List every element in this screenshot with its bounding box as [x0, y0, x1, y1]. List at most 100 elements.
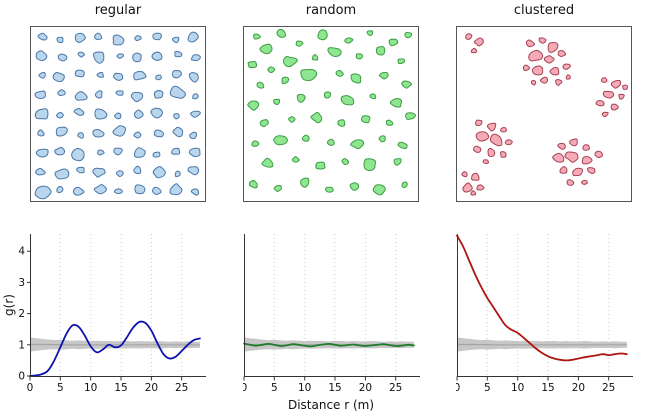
x-tick-label: 25 — [602, 382, 615, 394]
blob — [35, 148, 49, 158]
x-tick-label: 15 — [114, 382, 127, 394]
blob — [557, 50, 567, 57]
blob — [74, 91, 88, 101]
blob — [247, 100, 260, 111]
x-tick-label: 15 — [328, 382, 341, 394]
x-tick-label: 25 — [389, 382, 402, 394]
blob — [355, 53, 364, 60]
blob — [169, 85, 186, 99]
blob — [187, 31, 199, 43]
x-tick-label: 15 — [541, 382, 554, 394]
blob — [388, 38, 399, 47]
blob — [525, 39, 536, 48]
blob — [56, 112, 64, 119]
blob — [133, 147, 146, 158]
blob — [549, 66, 560, 76]
blob — [301, 134, 310, 142]
blob — [259, 119, 269, 128]
x-tick-label: 5 — [484, 382, 491, 394]
x-tick-label: 20 — [359, 382, 372, 394]
blob — [565, 74, 571, 80]
blob — [153, 90, 164, 99]
blob — [133, 70, 147, 81]
blob — [327, 47, 342, 58]
blob — [133, 165, 142, 175]
blob — [151, 186, 162, 195]
blob — [404, 31, 413, 39]
y-tick-label: 0 — [18, 371, 25, 383]
blob — [486, 122, 497, 132]
blob — [190, 110, 201, 118]
blob — [171, 69, 182, 79]
blob — [360, 115, 371, 124]
panel-title-clustered: clustered — [513, 3, 575, 18]
gr-plot-clustered: 0 5 10 15 20 25 — [456, 234, 633, 394]
blob — [587, 167, 596, 174]
blob — [465, 33, 473, 40]
blob — [564, 151, 579, 163]
blob — [539, 76, 549, 84]
blob — [152, 151, 161, 158]
blob — [115, 90, 124, 96]
blob — [600, 77, 608, 83]
blob — [376, 46, 386, 56]
blob — [259, 43, 273, 55]
blob — [188, 72, 199, 83]
blob — [77, 132, 84, 139]
x-tick-label: 10 — [298, 382, 311, 394]
blob — [378, 135, 386, 143]
blob — [366, 30, 374, 36]
blob — [610, 103, 619, 111]
x-tick-label: 5 — [271, 382, 278, 394]
blob — [113, 72, 124, 81]
blob — [276, 28, 286, 38]
blob — [52, 72, 65, 83]
pattern-border — [243, 26, 419, 202]
blob — [350, 73, 362, 84]
blob — [499, 151, 507, 158]
blob — [566, 179, 575, 186]
blob — [187, 166, 200, 176]
blob — [35, 50, 48, 62]
blob — [92, 129, 105, 138]
blob — [93, 51, 105, 64]
blob — [350, 139, 365, 150]
blob — [531, 65, 544, 76]
blob — [92, 167, 106, 178]
blob — [71, 148, 85, 162]
blob — [76, 166, 85, 174]
blob — [94, 90, 103, 99]
blob — [115, 170, 124, 177]
blob — [555, 79, 563, 86]
blob — [56, 36, 64, 44]
blob — [340, 95, 355, 106]
blob — [311, 54, 319, 61]
blob — [130, 91, 144, 103]
blob — [77, 51, 85, 58]
blob — [113, 112, 122, 120]
pattern-panel-regular — [30, 26, 206, 202]
blob — [543, 55, 555, 64]
blob — [335, 69, 344, 77]
y-tick-label: 4 — [18, 246, 25, 258]
blob — [595, 100, 605, 107]
blob — [38, 71, 46, 79]
blob — [155, 74, 162, 81]
g-curve — [29, 320, 201, 377]
x-tick-label: 20 — [145, 382, 158, 394]
panel-title-random: random — [305, 3, 357, 18]
blob — [572, 167, 584, 177]
blob — [291, 156, 300, 163]
blob — [55, 126, 68, 137]
blob — [622, 84, 629, 90]
pattern-blobs — [247, 28, 416, 196]
blob — [500, 127, 507, 133]
blob — [72, 186, 85, 196]
x-axis-label: Distance r (m) — [287, 398, 375, 412]
blob — [94, 108, 108, 120]
panel-title-regular: regular — [94, 3, 142, 18]
blob — [378, 71, 389, 80]
x-tick-label: 10 — [511, 382, 524, 394]
blob — [34, 90, 47, 99]
y-axis-label: g(r) — [2, 294, 16, 316]
